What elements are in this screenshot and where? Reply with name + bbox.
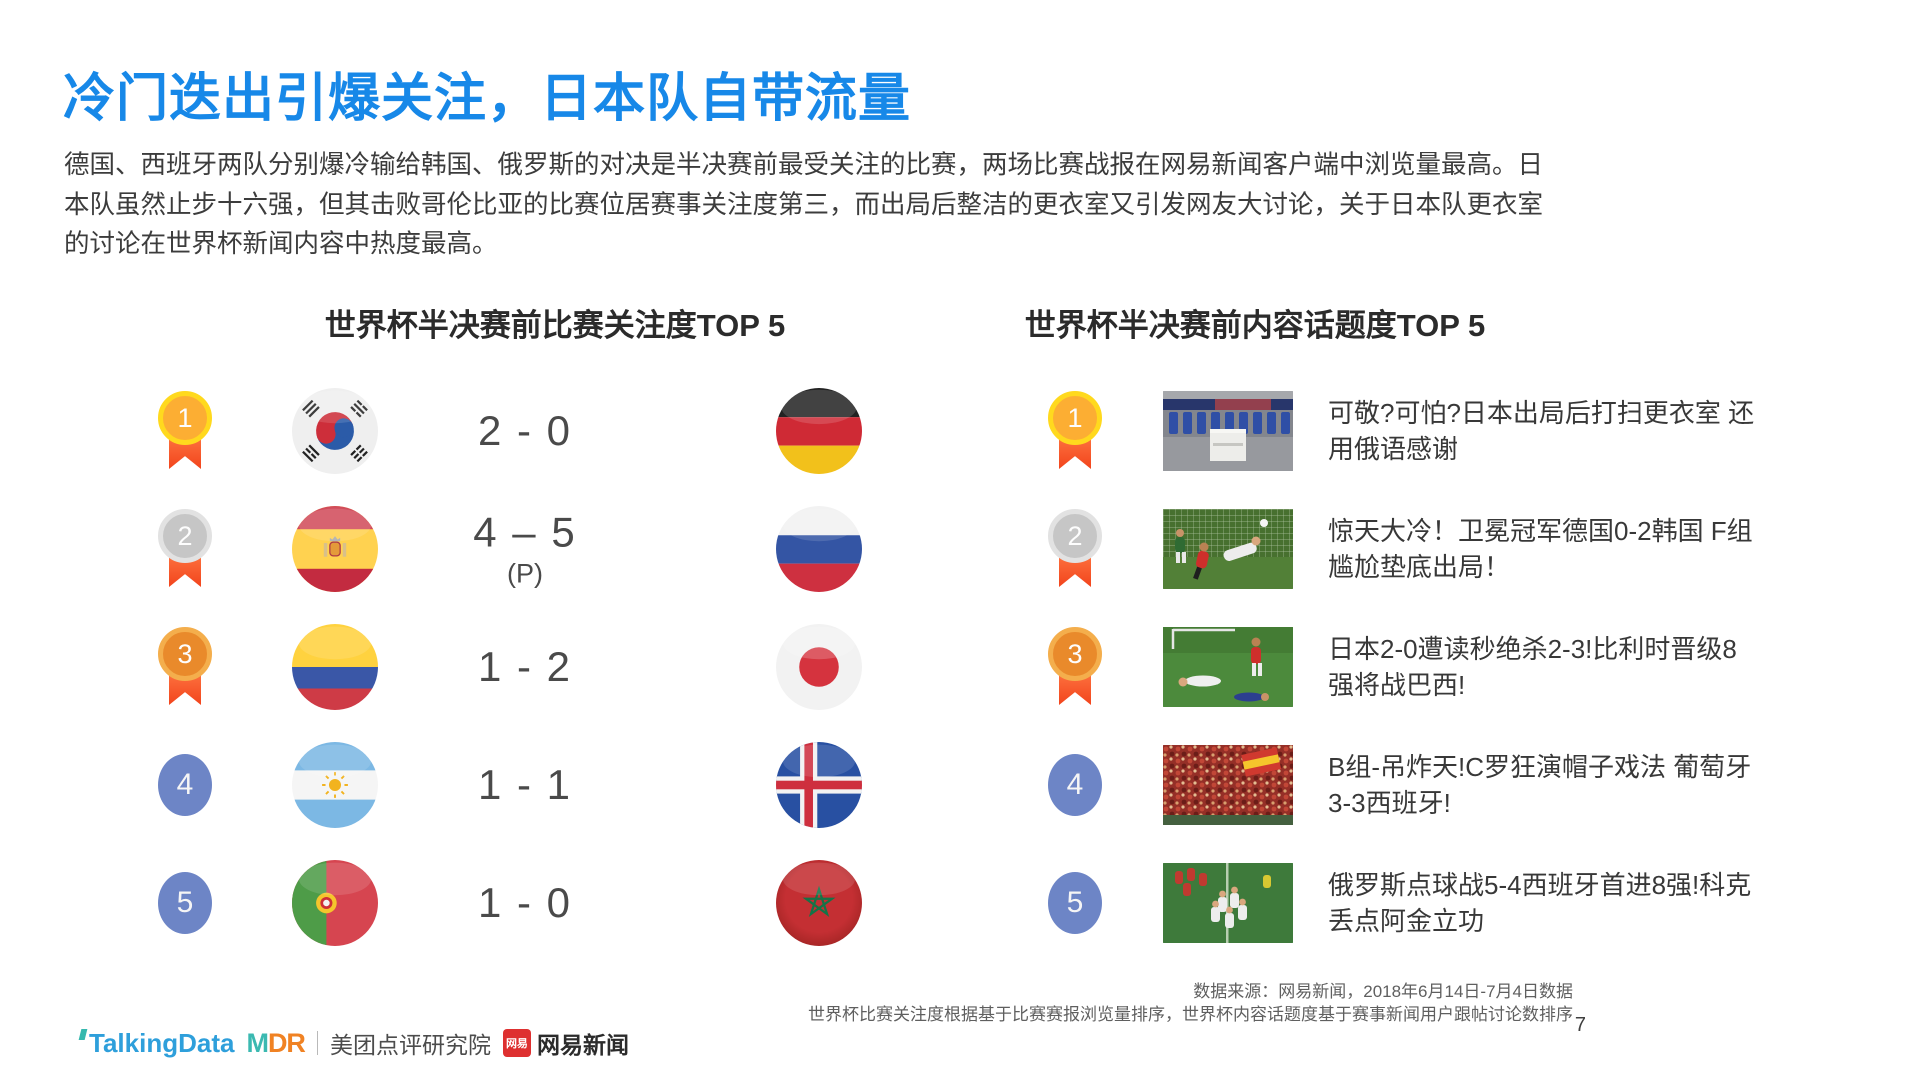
rank-medal-plain: 5 xyxy=(1048,872,1102,934)
source-note-line1: 数据来源：网易新闻，2018年6月14日-7月4日数据 xyxy=(1193,982,1573,1001)
meituan-research-label: 美团点评研究院 xyxy=(329,1032,491,1058)
topic-row-1: 1 xyxy=(1040,372,1820,490)
rank-medal-gold: 1 xyxy=(158,391,212,471)
rank-number: 4 xyxy=(1048,754,1102,816)
rank-medal-plain: 4 xyxy=(158,754,212,816)
match-score-cell: 4 – 5 (P) xyxy=(425,509,625,590)
flag-portugal-icon xyxy=(292,860,378,946)
intro-paragraph: 德国、西班牙两队分别爆冷输给韩国、俄罗斯的对决是半决赛前最受关注的比赛，两场比赛… xyxy=(64,151,1544,258)
match-score: 4 – 5 xyxy=(473,508,577,556)
topic-ranking-header: 世界杯半决赛前内容话题度TOP 5 xyxy=(1024,308,1486,343)
rank-number: 3 xyxy=(1048,627,1102,681)
match-row-4: 4 1 - 1 xyxy=(140,726,900,844)
match-score-cell: 1 - 2 xyxy=(425,643,625,691)
topic-row-2: 2 惊天大冷！卫冕冠军德 xyxy=(1040,490,1820,608)
topic-headline: 日本2-0遭读秒绝杀2-3!比利时晋级8 强将战巴西! xyxy=(1328,634,1737,700)
match-score: 2 - 0 xyxy=(477,407,573,454)
flag-argentina-icon xyxy=(292,742,378,828)
talkingdata-wordmark: TalkingData xyxy=(89,1027,235,1058)
rank-medal-plain: 5 xyxy=(158,872,212,934)
talkingdata-tick-icon xyxy=(78,1028,88,1040)
rank-medal-plain: 4 xyxy=(1048,754,1102,816)
topic-headline: 俄罗斯点球战5-4西班牙首进8强!科克 丢点阿金立功 xyxy=(1328,870,1752,936)
flag-russia-icon xyxy=(776,506,862,592)
topic-ranking-list: 1 xyxy=(1040,372,1820,962)
match-row-2: 2 4 – 5 (P) xyxy=(140,490,900,608)
match-score: 1 - 0 xyxy=(477,879,573,926)
topic-row-5: 5 xyxy=(1040,844,1820,962)
match-score-cell: 2 - 0 xyxy=(425,407,625,455)
thumbnail-locker-room-image xyxy=(1162,391,1294,471)
match-row-3: 3 1 - 2 xyxy=(140,608,900,726)
flag-morocco-icon xyxy=(776,860,862,946)
match-row-1: 1 xyxy=(140,372,900,490)
thumbnail-japan-belgium-image xyxy=(1162,627,1294,707)
rank-medal-gold: 1 xyxy=(1048,391,1102,471)
match-score: 1 - 2 xyxy=(477,643,573,690)
page-number: 7 xyxy=(1574,1014,1586,1036)
rank-number: 1 xyxy=(158,391,212,445)
mdr-logo: MDR xyxy=(246,1027,306,1058)
netease-news-label: 网易新闻 xyxy=(536,1032,629,1058)
rank-number: 4 xyxy=(158,754,212,816)
netease-news-logo: 网易 网易新闻 xyxy=(502,1026,629,1060)
match-score: 1 - 1 xyxy=(477,761,573,808)
thumbnail-fans-crowd-image xyxy=(1162,745,1294,825)
attention-ranking-list: 1 xyxy=(140,372,900,962)
topic-row-3: 3 日本2-0遭读秒绝杀2-3!比利时晋级8 强将战巴西! xyxy=(1040,608,1820,726)
flag-germany-icon xyxy=(776,388,862,474)
thumbnail-russia-celebration-image xyxy=(1162,863,1294,943)
topic-headline: B组-吊炸天!C罗狂演帽子戏法 葡萄牙 3-3西班牙! xyxy=(1328,752,1752,818)
rank-number: 5 xyxy=(158,872,212,934)
flag-japan-icon xyxy=(776,624,862,710)
page-title: 冷门迭出引爆关注，日本队自带流量 xyxy=(63,70,912,128)
netease-badge-icon: 网易 xyxy=(502,1029,531,1057)
match-score-cell: 1 - 1 xyxy=(425,761,625,809)
thumbnail-germany-korea-goal-image xyxy=(1162,509,1294,589)
topic-row-4: 4 B组-吊炸天!C罗狂演帽子戏法 葡萄牙 3- xyxy=(1040,726,1820,844)
footer-logo-strip: TalkingData MDR 美团点评研究院 网易 网易新闻 xyxy=(78,1026,629,1060)
flag-iceland-icon xyxy=(776,742,862,828)
source-note-line2: 世界杯比赛关注度根据基于比赛赛报浏览量排序，世界杯内容话题度基于赛事新闻用户跟帖… xyxy=(808,1005,1573,1024)
rank-medal-bronze: 3 xyxy=(1048,627,1102,707)
rank-number: 2 xyxy=(158,509,212,563)
attention-ranking-header: 世界杯半决赛前比赛关注度TOP 5 xyxy=(324,308,786,343)
logo-divider xyxy=(316,1031,318,1055)
talkingdata-logo: TalkingData xyxy=(78,1027,235,1059)
flag-colombia-icon xyxy=(292,624,378,710)
rank-medal-silver: 2 xyxy=(1048,509,1102,589)
rank-medal-silver: 2 xyxy=(158,509,212,589)
topic-headline: 惊天大冷！卫冕冠军德国0-2韩国 F组 尴尬垫底出局！ xyxy=(1328,516,1753,582)
rank-number: 3 xyxy=(158,627,212,681)
flag-south-korea-icon xyxy=(292,388,378,474)
flag-spain-icon xyxy=(292,506,378,592)
rank-number: 5 xyxy=(1048,872,1102,934)
rank-medal-bronze: 3 xyxy=(158,627,212,707)
source-notes: 数据来源：网易新闻，2018年6月14日-7月4日数据 世界杯比赛关注度根据基于… xyxy=(808,980,1573,1026)
rank-number: 2 xyxy=(1048,509,1102,563)
score-note: (P) xyxy=(507,558,543,589)
match-row-5: 5 1 - 0 xyxy=(140,844,900,962)
topic-headline: 可敬?可怕?日本出局后打扫更衣室 还 用俄语感谢 xyxy=(1328,398,1755,464)
rank-number: 1 xyxy=(1048,391,1102,445)
match-score-cell: 1 - 0 xyxy=(425,879,625,927)
